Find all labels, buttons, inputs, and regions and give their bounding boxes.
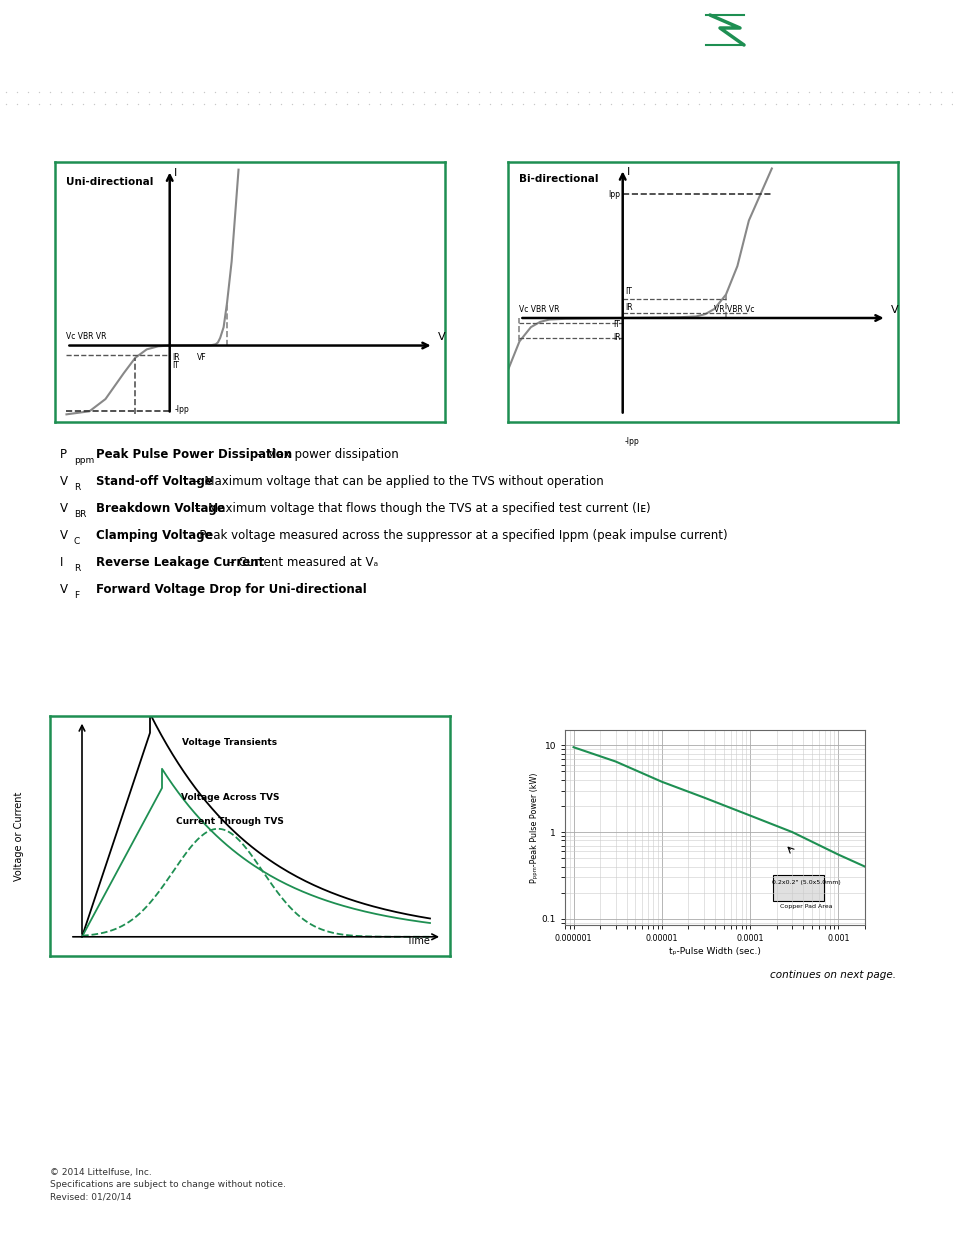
Text: Figure 2 - Peak Pulse Power Rating Curve: Figure 2 - Peak Pulse Power Rating Curve [519,694,795,706]
Text: V: V [437,332,445,342]
X-axis label: tₚ-Pulse Width (sec.): tₚ-Pulse Width (sec.) [668,947,760,956]
Bar [700,12,751,68]
Text: IT: IT [624,287,631,296]
Text: Uni-directional: Uni-directional [67,177,153,186]
Text: Vc VBR VR: Vc VBR VR [519,305,559,314]
Text: Littelfuse: Littelfuse [758,10,884,35]
Text: Reverse Leakage Current: Reverse Leakage Current [96,556,264,568]
Text: I: I [627,167,630,177]
Text: -Ipp: -Ipp [174,405,189,415]
Text: Clamping Voltage: Clamping Voltage [96,529,213,542]
Text: I: I [60,556,63,568]
Y-axis label: Pₚₚₘ-Peak Pulse Power (kW): Pₚₚₘ-Peak Pulse Power (kW) [529,772,538,883]
Text: – Peak voltage measured across the suppressor at a specified Ippm (peak impulse : – Peak voltage measured across the suppr… [186,529,726,542]
Text: F: F [74,590,79,600]
Text: Stand-off Voltage: Stand-off Voltage [96,474,213,488]
Text: R: R [74,483,80,492]
Text: VF: VF [197,353,207,362]
Text: Time: Time [406,936,430,946]
Text: IT: IT [613,320,619,329]
Text: Ipp: Ipp [608,190,619,199]
Text: Surface Mount – 400W >  SMAJ series: Surface Mount – 400W > SMAJ series [60,48,336,63]
Text: Current Through TVS: Current Through TVS [176,818,284,826]
Text: V: V [890,305,898,315]
FancyBboxPatch shape [772,876,822,902]
Text: – Current measured at Vₐ: – Current measured at Vₐ [225,556,377,568]
Text: Bi-directional: Bi-directional [519,173,598,184]
Text: Voltage Across TVS: Voltage Across TVS [180,793,279,802]
Text: R: R [74,564,80,573]
Text: IR: IR [612,333,619,342]
Text: V: V [60,529,68,542]
Text: Vc VBR VR: Vc VBR VR [67,332,107,341]
Text: IR: IR [624,303,632,311]
Text: V: V [60,501,68,515]
Text: –  Maximum voltage that flows though the TVS at a specified test current (Iᴇ): – Maximum voltage that flows though the … [191,501,650,515]
Text: IT: IT [172,361,178,369]
Text: Breakdown Voltage: Breakdown Voltage [96,501,225,515]
Text: Ratings and Characteristic Curves: Ratings and Characteristic Curves [60,653,327,667]
Text: – Maximum voltage that can be applied to the TVS without operation: – Maximum voltage that can be applied to… [191,474,603,488]
Text: VR VBR Vc: VR VBR Vc [714,305,754,314]
Text: P: P [60,447,67,461]
Text: (Tₐ=25°C unless otherwise noted): (Tₐ=25°C unless otherwise noted) [392,658,558,668]
Text: Voltage or Current: Voltage or Current [14,792,24,881]
Text: Expertise Applied | Answers Delivered: Expertise Applied | Answers Delivered [758,47,930,57]
Text: © 2014 Littelfuse, Inc.
Specifications are subject to change without notice.
Rev: © 2014 Littelfuse, Inc. Specifications a… [50,1168,286,1202]
Text: Forward Voltage Drop for Uni-directional: Forward Voltage Drop for Uni-directional [96,583,366,595]
Text: Peak Pulse Power Dissipation: Peak Pulse Power Dissipation [96,447,292,461]
Text: C: C [74,537,80,546]
Text: BR: BR [74,510,87,519]
Text: V: V [60,583,68,595]
Text: V: V [60,474,68,488]
Text: IR: IR [172,353,179,362]
Text: Figure 1 - TVS Transients Clamping Waveform: Figure 1 - TVS Transients Clamping Wavef… [62,694,366,706]
Text: Voltage Transients: Voltage Transients [182,737,277,747]
Text: ppm: ppm [74,456,94,464]
Text: – Max power dissipation: – Max power dissipation [253,447,398,461]
Text: 0.2x0.2" (5.0x5.0mm): 0.2x0.2" (5.0x5.0mm) [771,881,840,885]
Text: Copper Pad Area: Copper Pad Area [779,904,831,909]
Text: -Ipp: -Ipp [624,437,639,446]
Text: continues on next page.: continues on next page. [770,969,896,981]
Text: Transient Voltage Suppression Diodes: Transient Voltage Suppression Diodes [60,19,507,38]
Text: I-V Curve Characteristics: I-V Curve Characteristics [60,127,253,141]
Text: I: I [174,168,177,178]
